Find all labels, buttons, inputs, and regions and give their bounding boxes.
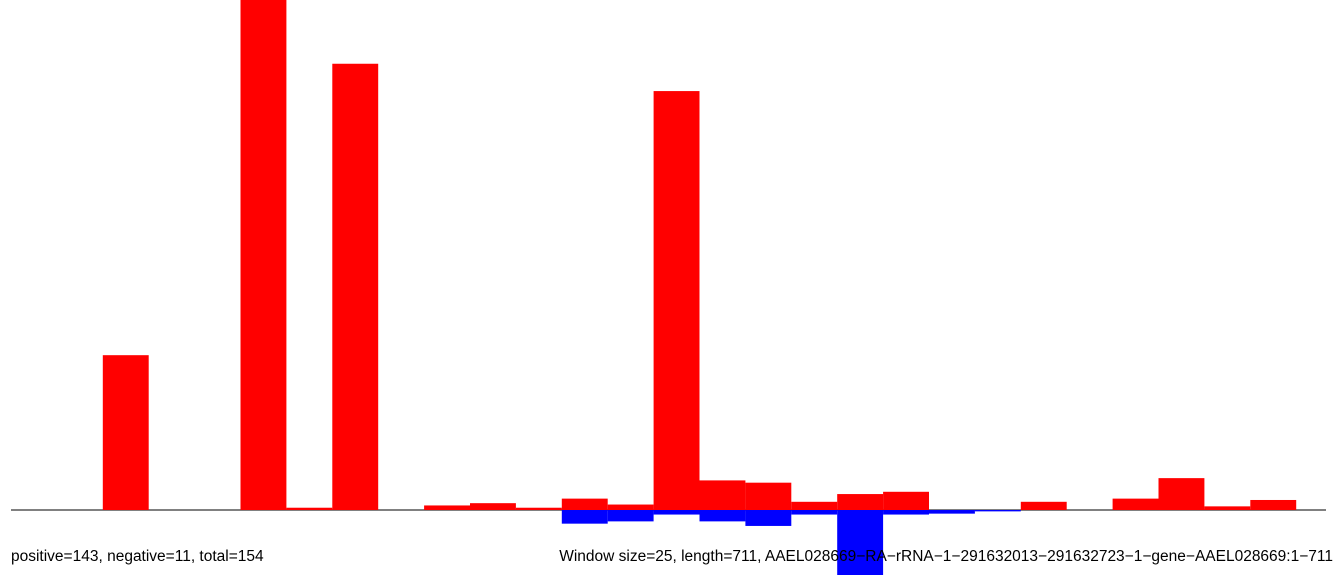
positive-bar-10 bbox=[424, 505, 470, 510]
negative-bar-18 bbox=[791, 510, 838, 515]
positive-bar-20 bbox=[883, 491, 929, 510]
negative-bar-13 bbox=[561, 510, 608, 524]
positive-bar-15 bbox=[653, 91, 700, 510]
negative-bar-17 bbox=[745, 510, 792, 526]
positive-bar-6 bbox=[240, 0, 287, 510]
positive-bar-19 bbox=[837, 494, 884, 510]
positive-bar-3 bbox=[102, 355, 149, 510]
negative-bar-20 bbox=[883, 510, 929, 515]
negative-bar-15 bbox=[653, 510, 700, 515]
negative-bar-19 bbox=[837, 510, 884, 575]
negative-bar-21 bbox=[929, 510, 975, 514]
positive-bar-14 bbox=[607, 504, 654, 510]
positive-bar-25 bbox=[1112, 498, 1159, 510]
positive-bar-8 bbox=[332, 63, 379, 510]
positive-bar-11 bbox=[470, 503, 516, 510]
positive-bar-17 bbox=[745, 482, 792, 510]
caption-stats: positive=143, negative=11, total=154 bbox=[11, 548, 264, 565]
negative-bar-14 bbox=[607, 510, 654, 522]
positive-bar-12 bbox=[515, 507, 562, 510]
positive-bar-16 bbox=[699, 480, 746, 510]
positive-bar-23 bbox=[1020, 501, 1067, 510]
negative-bar-22 bbox=[974, 510, 1021, 512]
positive-bar-7 bbox=[286, 507, 333, 510]
positive-bar-26 bbox=[1158, 478, 1205, 511]
positive-bar-27 bbox=[1204, 506, 1251, 510]
caption-window-info: Window size=25, length=711, AAEL028669−R… bbox=[559, 548, 1333, 565]
bars-group bbox=[102, 0, 1297, 575]
positive-bar-18 bbox=[791, 501, 838, 510]
positive-bar-28 bbox=[1250, 499, 1297, 510]
positive-bar-13 bbox=[561, 498, 608, 510]
negative-bar-16 bbox=[699, 510, 746, 522]
